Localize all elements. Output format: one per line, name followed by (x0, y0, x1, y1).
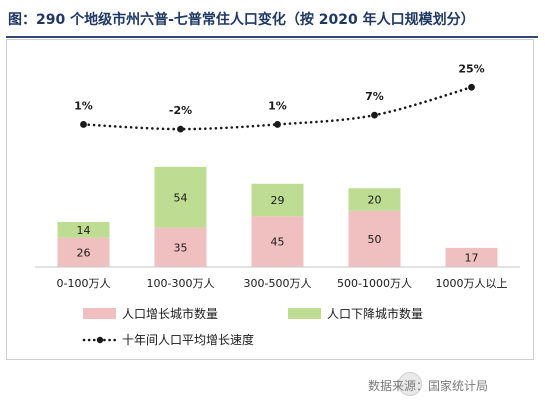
growth-point (371, 111, 378, 119)
x-tick-label: 100-300万人 (147, 277, 215, 290)
bar-decrease (348, 188, 401, 211)
growth-point (274, 121, 281, 128)
growth-point (177, 125, 184, 133)
bar-value-label-increase: 45 (271, 236, 285, 249)
watermark-logo-icon (398, 372, 422, 396)
bar-value-label-decrease: 14 (77, 224, 91, 237)
growth-point (468, 83, 475, 91)
growth-rate-label: 25% (458, 62, 484, 75)
legend-marker-growth (96, 336, 104, 344)
x-tick-label: 300-500万人 (244, 277, 312, 290)
legend-label-increase: 人口增长城市数量 (122, 306, 218, 321)
bar-increase (445, 247, 498, 267)
bar-increase (57, 237, 110, 267)
chart-title: 图：290 个地级市州六普-七普常住人口变化（按 2020 年人口规模划分） (8, 12, 475, 28)
legend-label-growth: 十年间人口平均增长速度 (122, 332, 254, 347)
x-tick-label: 0-100万人 (57, 277, 111, 290)
bar-value-label-decrease: 54 (174, 191, 188, 204)
legend-label-decrease: 人口下降城市数量 (327, 306, 423, 321)
x-tick-labels-layer: 0-100万人 100-300万人 300-500万人 500-1000万人 1000万… (57, 277, 508, 290)
x-tick-label: 1000万人以上 (436, 277, 508, 290)
bar-value-label-increase: 50 (368, 233, 382, 246)
legend-swatch-increase (83, 308, 116, 319)
growth-rate-label: -2% (169, 104, 192, 117)
bar-decrease (251, 183, 304, 217)
growth-points-layer: 1% -2% 1% 7% 25% (74, 62, 485, 133)
title-underline (6, 36, 538, 38)
bar-decrease (154, 166, 207, 228)
growth-point (80, 121, 87, 128)
growth-rate-label: 1% (268, 99, 287, 112)
bar-value-label-increase: 35 (174, 241, 188, 254)
bar-value-label-increase: 26 (77, 246, 91, 259)
bar-value-label-decrease: 20 (368, 194, 382, 207)
bar-increase (154, 227, 207, 267)
bar-value-label-increase: 17 (465, 251, 479, 264)
growth-rate-label: 7% (365, 90, 384, 103)
source-watermark: 数据来源：国家统计局 (368, 379, 489, 393)
bar-value-label-decrease: 29 (271, 194, 285, 207)
bar-decrease (57, 222, 110, 238)
value-labels-layer: 26 14 35 54 45 29 50 20 17 (77, 191, 479, 264)
bars-layer (57, 166, 498, 267)
x-tick-label: 500-1000万人 (337, 277, 412, 290)
growth-rate-label: 1% (74, 99, 93, 112)
bar-increase (251, 216, 304, 267)
legend-swatch-decrease (288, 308, 321, 319)
bar-increase (348, 210, 401, 267)
